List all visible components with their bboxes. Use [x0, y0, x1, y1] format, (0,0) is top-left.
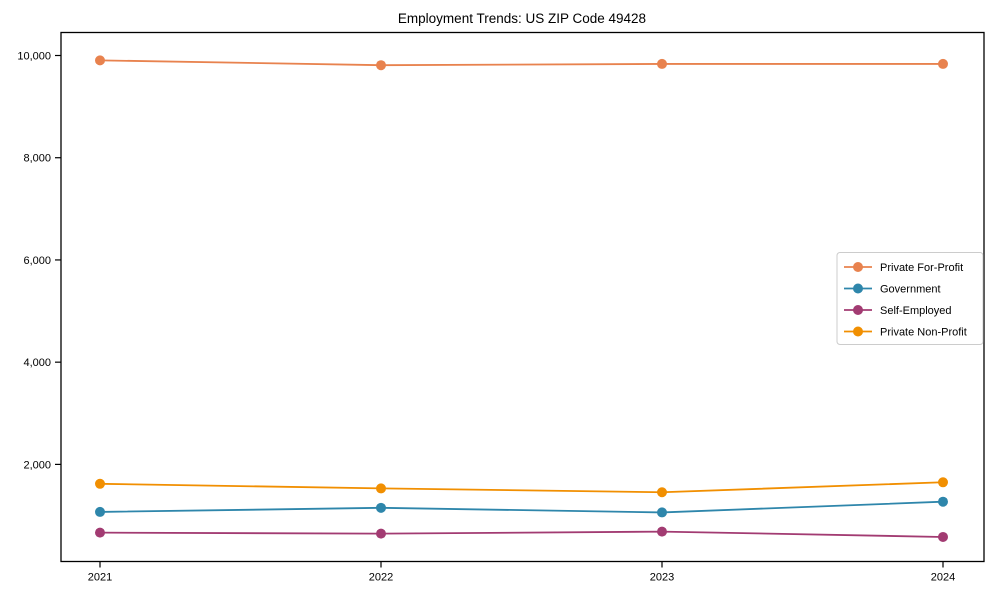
point-private-for-profit-2023 — [657, 58, 667, 69]
x-tick-label: 2021 — [88, 572, 112, 584]
point-private-non-profit-2023 — [657, 487, 667, 498]
point-private-for-profit-2022 — [376, 60, 386, 71]
legend-label-government: Government — [880, 284, 941, 296]
legend-swatch-dot-government — [853, 283, 863, 294]
x-tick-label: 2023 — [650, 572, 674, 584]
legend-label-self-employed: Self-Employed — [880, 305, 952, 317]
x-tick-label: 2022 — [369, 572, 393, 584]
point-government-2023 — [657, 507, 667, 518]
point-government-2021 — [95, 506, 105, 517]
point-self-employed-2023 — [657, 526, 667, 537]
legend-swatch-dot-self-employed — [853, 305, 863, 315]
point-private-for-profit-2024 — [938, 58, 948, 69]
legend: Private For-Profit Government Self-Employe… — [836, 252, 984, 345]
point-private-non-profit-2024 — [938, 477, 948, 488]
plot-area — [95, 55, 948, 542]
axes: 2,000 4,000 6,000 8,000 10,000 2021 2022 2023 20… — [17, 31, 985, 584]
point-government-2022 — [376, 502, 386, 513]
point-private-non-profit-2022 — [376, 483, 386, 494]
point-self-employed-2022 — [376, 528, 386, 539]
point-self-employed-2021 — [95, 527, 105, 538]
y-tick-label: 10,000 — [17, 51, 51, 63]
plot-border — [60, 31, 985, 563]
chart-title: Employment Trends: US ZIP Code 49428 — [398, 11, 646, 26]
legend-label-private-non-profit: Private Non-Profit — [880, 327, 967, 339]
y-tick-label: 4,000 — [23, 357, 51, 369]
y-tick-label: 2,000 — [23, 459, 51, 471]
point-government-2024 — [938, 496, 948, 507]
legend-label-private-for-profit: Private For-Profit — [880, 262, 963, 274]
line-government — [99, 500, 944, 514]
y-tick-label: 6,000 — [23, 255, 51, 267]
y-tick-label: 8,000 — [23, 153, 51, 165]
point-private-non-profit-2021 — [95, 478, 105, 489]
line-self-employed — [99, 530, 944, 538]
point-self-employed-2024 — [938, 531, 948, 542]
x-tick-label: 2024 — [931, 572, 955, 584]
line-private-for-profit — [99, 59, 944, 67]
legend-box — [836, 252, 984, 345]
legend-swatch-dot-private-for-profit — [853, 262, 863, 272]
legend-swatch-dot-private-non-profit — [853, 326, 863, 337]
point-private-for-profit-2021 — [95, 55, 105, 66]
line-private-non-profit — [99, 481, 944, 494]
